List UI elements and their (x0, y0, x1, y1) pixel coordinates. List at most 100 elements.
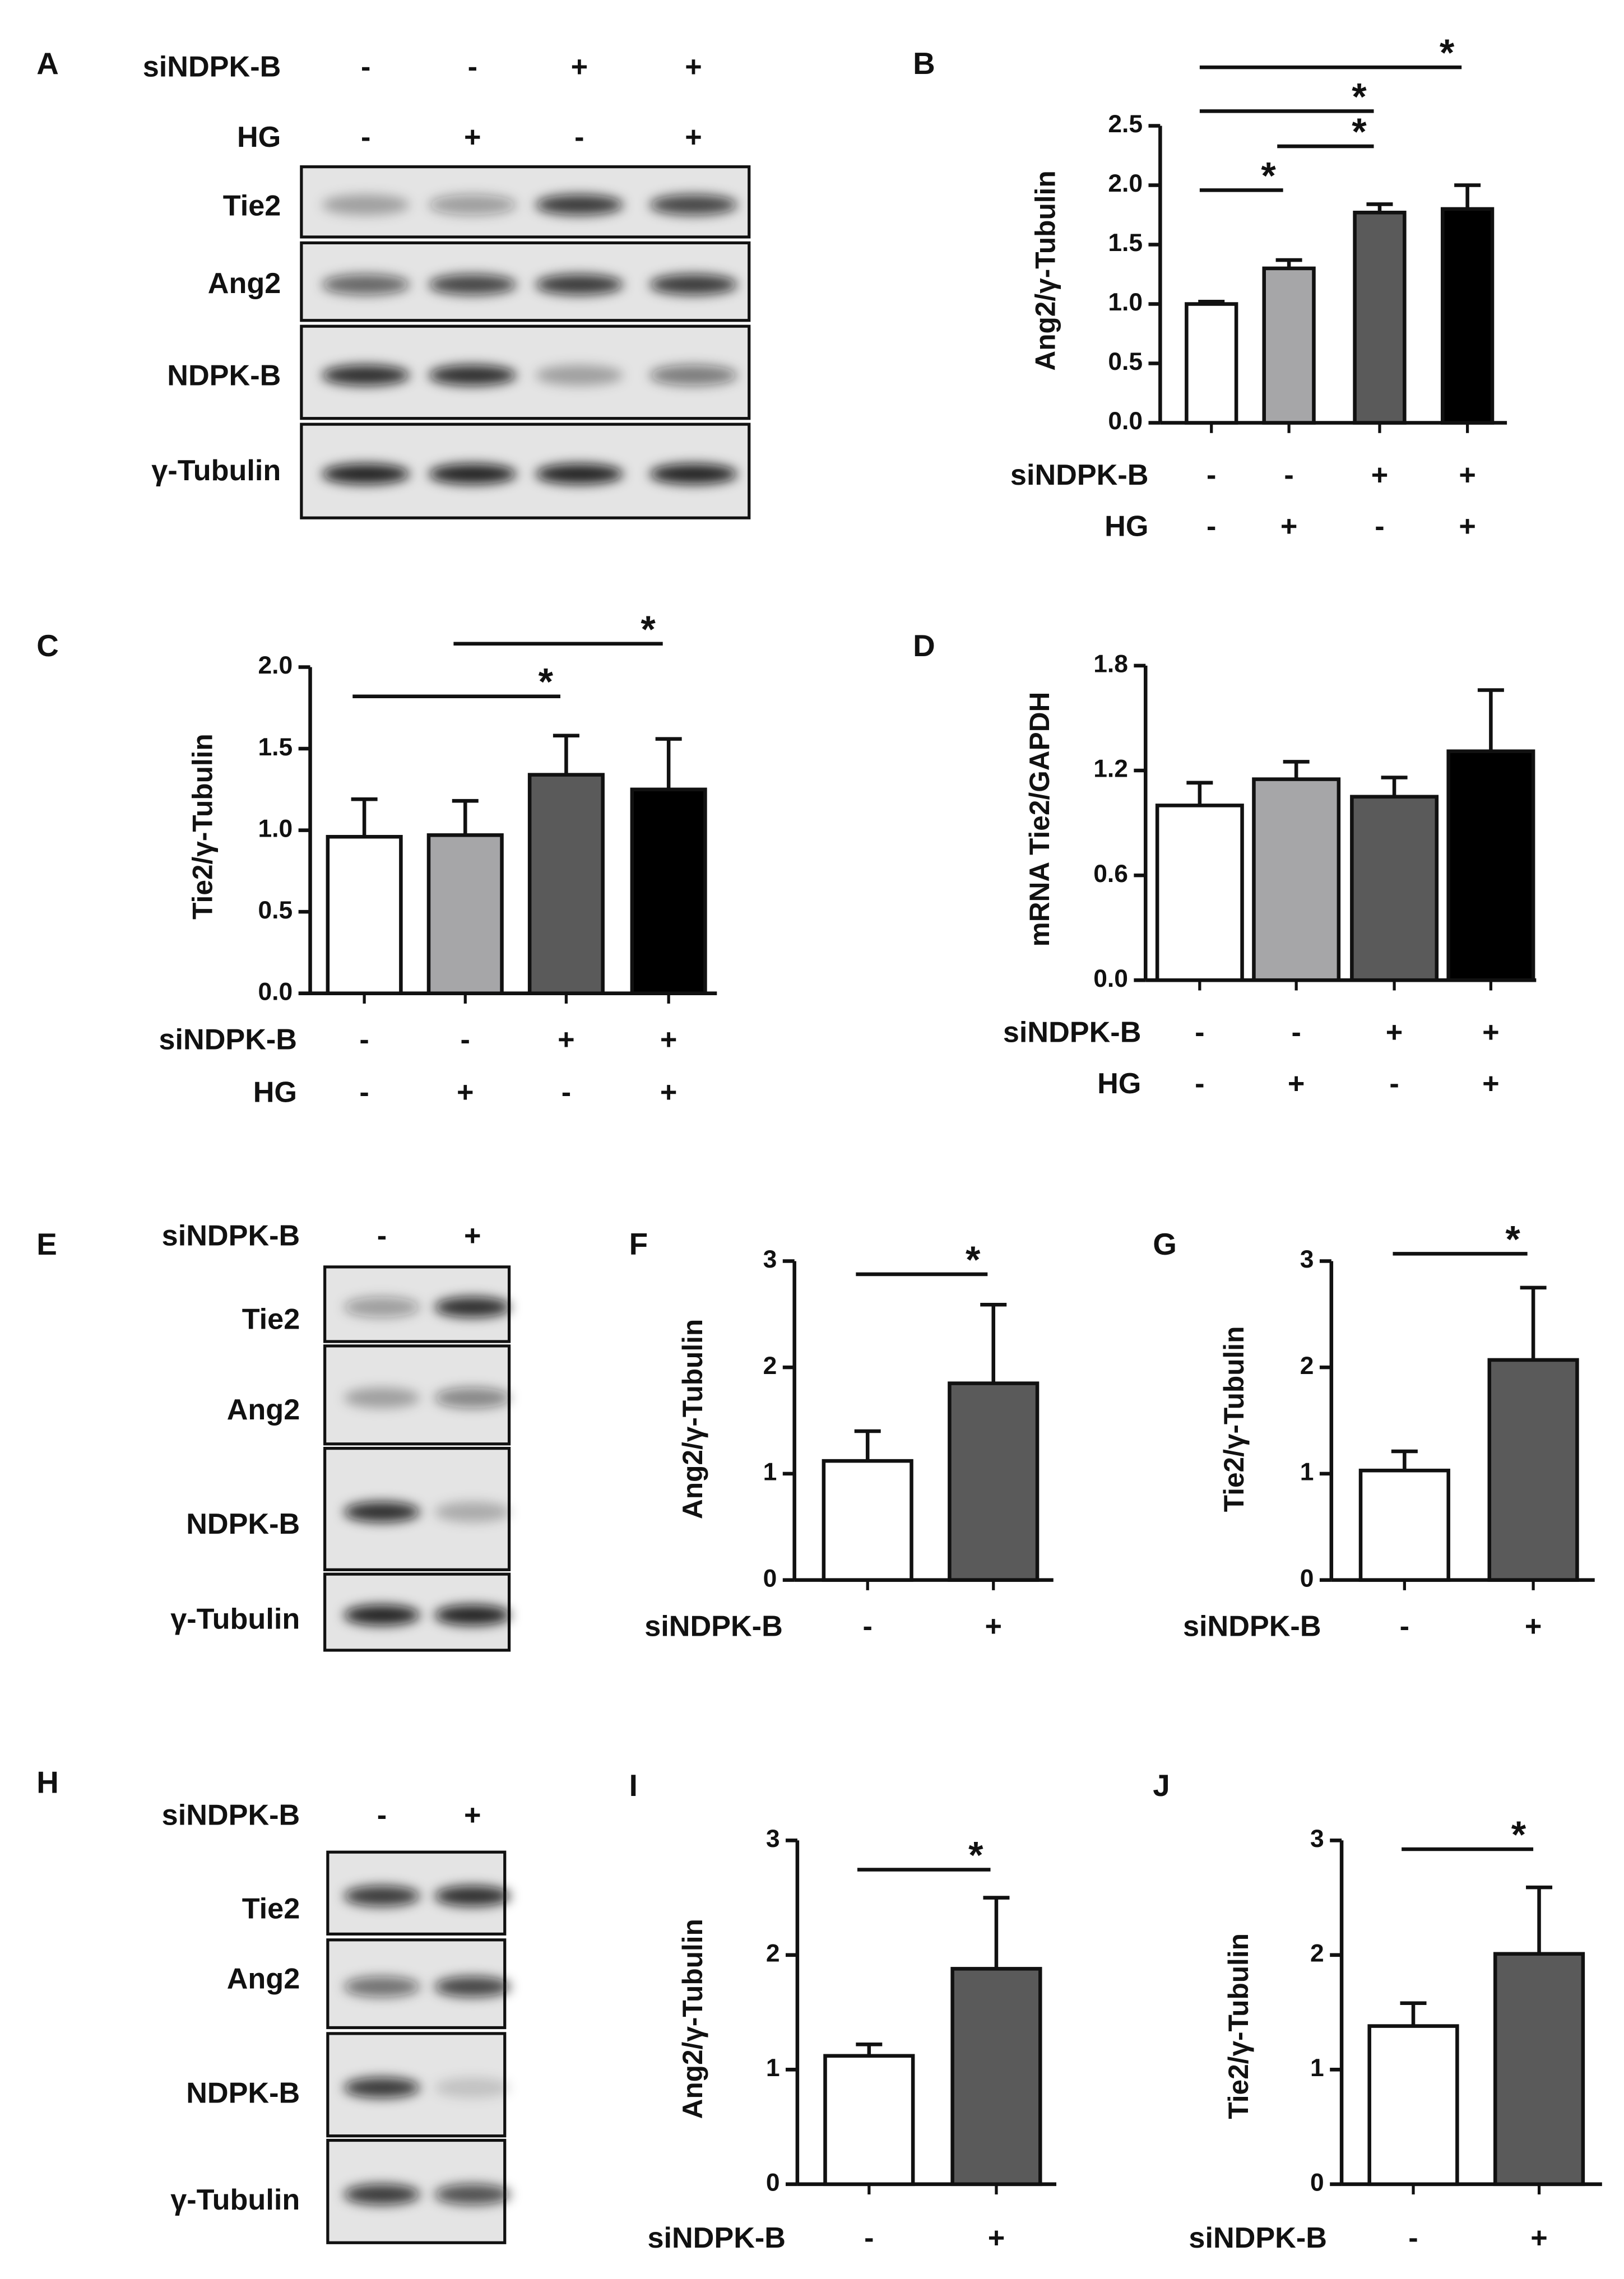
condition-mark: - (377, 1219, 387, 1252)
bar (1262, 266, 1316, 425)
significance-label: * (1440, 32, 1455, 74)
y-axis-label: Tie2/γ-Tubulin (1223, 1933, 1254, 2119)
y-tick-label: 0.0 (1093, 965, 1128, 992)
condition-mark: - (863, 1610, 873, 1643)
band (322, 194, 410, 215)
condition-mark: + (985, 1610, 1002, 1643)
bar (1367, 2024, 1459, 2187)
bar (1493, 1952, 1585, 2187)
y-tick-label: 1.8 (1093, 651, 1128, 678)
band (344, 1387, 420, 1408)
y-tick-label: 1 (1310, 2054, 1324, 2082)
condition-mark: + (1482, 1067, 1500, 1100)
condition-name: HG (253, 1076, 297, 1109)
condition-mark: + (457, 1076, 474, 1109)
band (434, 1976, 511, 1997)
condition-name: siNDPK-B (159, 1024, 297, 1056)
y-tick-label: 0 (766, 2169, 780, 2197)
panel-letter: I (629, 1768, 638, 1803)
band (434, 2184, 511, 2205)
condition-mark: + (1280, 510, 1298, 542)
band (344, 2184, 420, 2205)
bar (1446, 749, 1535, 982)
bar (326, 834, 403, 995)
condition-mark: - (1195, 1017, 1204, 1049)
bar (1350, 795, 1439, 982)
condition-mark: + (1459, 510, 1476, 542)
condition-mark: - (1400, 1610, 1409, 1643)
band (434, 1604, 511, 1626)
panel-letter: H (36, 1765, 59, 1800)
lane-label: Ang2 (208, 267, 281, 300)
y-tick-label: 1.0 (258, 815, 293, 842)
bar (1185, 302, 1238, 425)
condition-mark: + (464, 1219, 481, 1252)
band (649, 463, 737, 485)
bar (950, 1967, 1042, 2187)
y-tick-label: 0 (763, 1565, 777, 1592)
lane-label: NDPK-B (186, 1508, 300, 1540)
band (535, 365, 624, 386)
condition-mark: - (1291, 1017, 1301, 1049)
blot-bands (322, 274, 737, 295)
y-tick-label: 3 (763, 1246, 777, 1273)
blot-bands (344, 1976, 511, 1997)
blot-bands (322, 194, 737, 215)
condition-mark: - (864, 2222, 874, 2254)
significance-label: * (966, 1239, 981, 1281)
lane-label: NDPK-B (186, 2077, 300, 2109)
condition-name: siNDPK-B (1183, 1610, 1321, 1643)
significance-label: * (1352, 111, 1367, 153)
lane-label: Ang2 (227, 1963, 300, 1995)
y-tick-label: 0.5 (1108, 348, 1143, 375)
lane-label: γ-Tubulin (170, 2184, 300, 2216)
condition-mark: - (1284, 459, 1293, 491)
y-tick-label: 1.2 (1093, 755, 1128, 783)
y-tick-label: 0.5 (258, 897, 293, 924)
panel-letter: D (913, 628, 935, 663)
lane-label: Tie2 (242, 1892, 300, 1925)
blot-bands (322, 365, 737, 386)
condition-mark: + (660, 1076, 678, 1109)
significance-label: * (1511, 1814, 1526, 1856)
condition-name: siNDPK-B (1003, 1017, 1142, 1049)
band (434, 2077, 511, 2098)
condition-name: siNDPK-B (162, 1219, 300, 1252)
bar (426, 833, 504, 995)
band (344, 1604, 420, 1626)
blot-bands (344, 1501, 511, 1523)
band (428, 365, 517, 386)
lane-label: γ-Tubulin (170, 1603, 300, 1635)
y-tick-label: 2.0 (258, 652, 293, 679)
y-axis-label: Ang2/γ-Tubulin (677, 1319, 708, 1519)
condition-mark: + (1288, 1067, 1305, 1100)
blot-bands (344, 2077, 511, 2098)
blot-bands (344, 1387, 511, 1408)
condition-mark: + (464, 121, 481, 154)
y-axis-label: Ang2/γ-Tubulin (677, 1919, 708, 2119)
y-tick-label: 0 (1310, 2169, 1324, 2197)
condition-name: siNDPK-B (647, 2222, 786, 2254)
condition-mark: - (377, 1799, 387, 1831)
band (322, 463, 410, 485)
y-tick-label: 1 (763, 1459, 777, 1486)
bar (1440, 207, 1495, 425)
condition-mark: + (685, 121, 702, 154)
significance-label: * (1261, 155, 1276, 197)
bar (527, 773, 605, 995)
bar (630, 787, 707, 995)
condition-mark: - (1408, 2222, 1418, 2254)
condition-name: HG (1097, 1067, 1141, 1100)
condition-name: siNDPK-B (1189, 2222, 1327, 2254)
significance-label: * (968, 1835, 983, 1877)
band (428, 463, 517, 485)
y-axis-label: mRNA Tie2/GAPDH (1024, 692, 1055, 947)
lane-label: γ-Tubulin (151, 454, 281, 487)
condition-mark: + (1482, 1017, 1500, 1049)
bar (948, 1381, 1040, 1582)
significance-label: * (641, 609, 656, 651)
y-tick-label: 3 (1300, 1246, 1314, 1273)
band (434, 1501, 511, 1523)
significance-label: * (539, 661, 554, 703)
